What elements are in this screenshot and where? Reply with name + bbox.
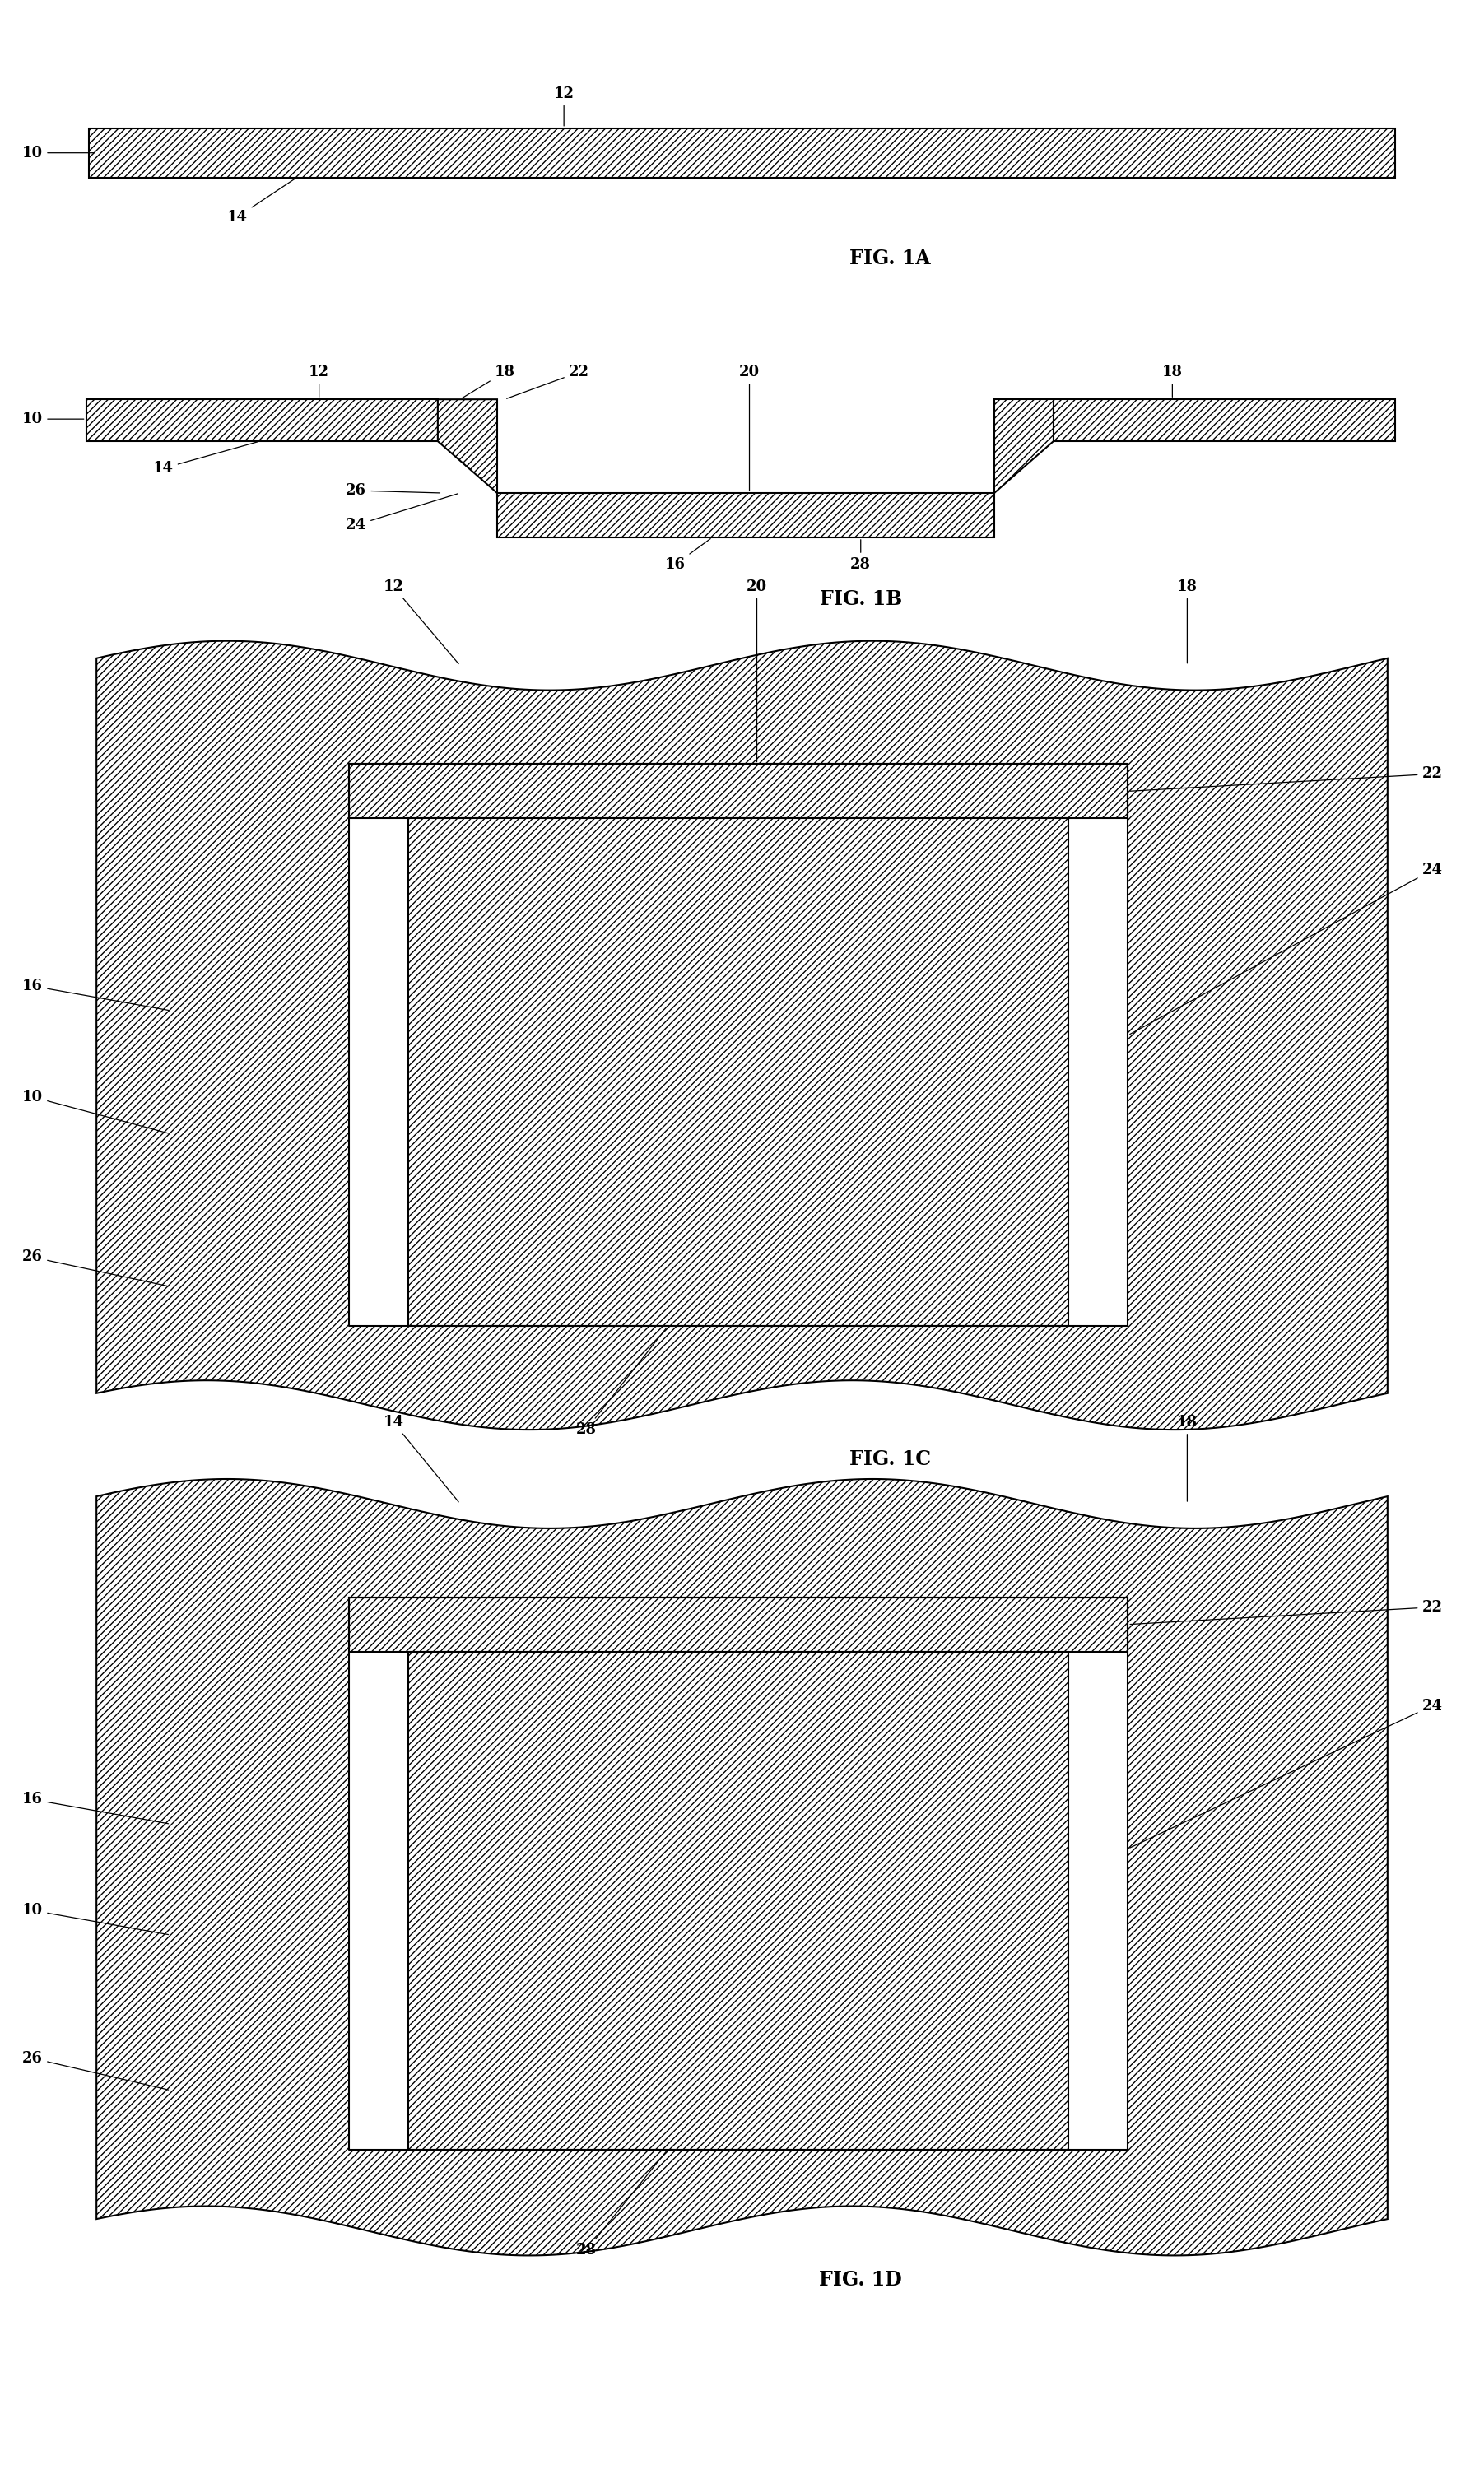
Text: FIG. 1A: FIG. 1A bbox=[850, 249, 930, 269]
Polygon shape bbox=[994, 399, 1054, 493]
Text: FIG. 1D: FIG. 1D bbox=[819, 2270, 902, 2290]
Text: 20: 20 bbox=[746, 579, 767, 762]
Polygon shape bbox=[438, 399, 497, 493]
Text: 26: 26 bbox=[346, 483, 439, 498]
Bar bbox=[349, 1597, 1128, 1652]
Polygon shape bbox=[96, 1479, 1388, 2255]
Bar bbox=[349, 1597, 1128, 2149]
Bar bbox=[349, 764, 1128, 1326]
Text: 24: 24 bbox=[1129, 1698, 1442, 1849]
Text: 26: 26 bbox=[22, 1250, 168, 1287]
Text: 28: 28 bbox=[576, 1329, 666, 1437]
Text: 18: 18 bbox=[1162, 365, 1183, 397]
Text: 12: 12 bbox=[383, 579, 459, 663]
Text: 18: 18 bbox=[462, 365, 515, 399]
Text: 16: 16 bbox=[665, 540, 711, 572]
Text: 22: 22 bbox=[1131, 1600, 1442, 1624]
Text: 22: 22 bbox=[506, 365, 589, 399]
Bar bbox=[497, 493, 994, 537]
Polygon shape bbox=[96, 641, 1388, 1430]
Text: 14: 14 bbox=[383, 1415, 459, 1501]
Bar bbox=[408, 818, 1068, 1326]
Text: 24: 24 bbox=[1129, 863, 1442, 1035]
Text: 18: 18 bbox=[1177, 579, 1198, 663]
Text: 12: 12 bbox=[554, 86, 574, 126]
Bar bbox=[1054, 399, 1395, 441]
Text: 26: 26 bbox=[22, 2051, 168, 2090]
Text: 10: 10 bbox=[22, 145, 93, 160]
Text: 22: 22 bbox=[1131, 767, 1442, 791]
Bar bbox=[408, 1652, 1068, 2149]
Text: 14: 14 bbox=[227, 180, 295, 224]
Text: 14: 14 bbox=[153, 441, 258, 476]
Text: 24: 24 bbox=[346, 493, 459, 532]
Bar bbox=[349, 764, 1128, 818]
Text: 28: 28 bbox=[850, 540, 871, 572]
Text: 10: 10 bbox=[22, 1903, 168, 1935]
Text: FIG. 1C: FIG. 1C bbox=[850, 1449, 930, 1469]
Text: 16: 16 bbox=[22, 979, 168, 1011]
Text: 10: 10 bbox=[22, 412, 83, 426]
Text: 10: 10 bbox=[22, 1090, 169, 1134]
Text: FIG. 1B: FIG. 1B bbox=[819, 589, 902, 609]
Bar bbox=[86, 399, 438, 441]
Bar bbox=[89, 128, 1395, 177]
Text: 18: 18 bbox=[1177, 1415, 1198, 1501]
Text: 20: 20 bbox=[739, 365, 760, 491]
Text: 28: 28 bbox=[576, 2152, 666, 2258]
Text: 16: 16 bbox=[22, 1792, 168, 1824]
Text: 12: 12 bbox=[309, 365, 329, 397]
